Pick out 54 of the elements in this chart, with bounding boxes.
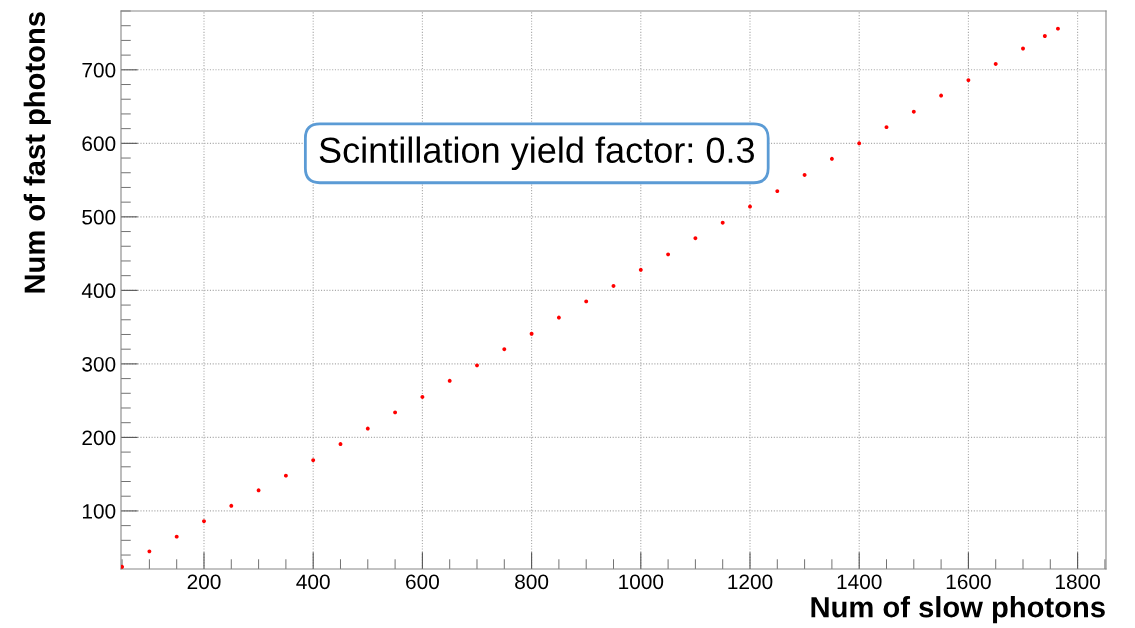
point bbox=[666, 252, 671, 257]
point bbox=[556, 315, 561, 320]
point bbox=[311, 458, 316, 463]
point bbox=[502, 347, 507, 352]
point bbox=[147, 549, 152, 554]
point bbox=[638, 267, 643, 272]
y-tick-label: 400 bbox=[81, 283, 116, 299]
point bbox=[693, 236, 698, 241]
point bbox=[420, 395, 425, 399]
point bbox=[775, 189, 780, 194]
y-axis-title: Num of fast photons bbox=[23, 12, 51, 293]
point bbox=[256, 488, 261, 493]
annotation: Scintillation yield factor: 0.3 bbox=[319, 136, 754, 171]
point bbox=[202, 519, 206, 524]
point bbox=[911, 109, 916, 114]
point bbox=[283, 473, 288, 478]
point bbox=[529, 331, 534, 336]
x-tick-label: 1600 bbox=[946, 574, 991, 590]
point bbox=[720, 220, 725, 225]
point bbox=[475, 363, 479, 368]
x-tick-label: 600 bbox=[406, 574, 439, 590]
point bbox=[884, 125, 889, 130]
x-tick-label: 1400 bbox=[837, 574, 882, 590]
point bbox=[229, 503, 234, 508]
y-tick-label: 600 bbox=[82, 136, 116, 152]
point bbox=[1055, 26, 1060, 31]
x-tick-label: 200 bbox=[187, 574, 221, 590]
point bbox=[829, 156, 834, 161]
x-tick-label: 800 bbox=[515, 574, 549, 590]
point bbox=[611, 283, 616, 288]
x-tick-label: 1000 bbox=[619, 574, 664, 590]
point bbox=[393, 410, 398, 415]
y-tick-label: 700 bbox=[82, 62, 116, 78]
x-tick-label: 1800 bbox=[1056, 574, 1100, 590]
point bbox=[121, 564, 125, 569]
y-tick-label: 100 bbox=[82, 503, 116, 519]
point bbox=[174, 534, 179, 539]
point bbox=[966, 78, 971, 83]
point bbox=[1021, 46, 1025, 51]
point bbox=[993, 61, 998, 66]
x-tick-label: 1200 bbox=[728, 574, 773, 590]
x-tick-label: 400 bbox=[296, 574, 330, 590]
point bbox=[939, 93, 944, 98]
point bbox=[748, 204, 752, 209]
y-tick-label: 300 bbox=[82, 356, 116, 372]
point bbox=[857, 141, 862, 146]
point bbox=[1042, 34, 1047, 38]
point bbox=[802, 172, 807, 177]
point bbox=[447, 378, 452, 383]
point bbox=[584, 299, 589, 304]
x-axis-title: Num of slow photons bbox=[811, 596, 1105, 624]
y-tick-label: 200 bbox=[82, 430, 116, 446]
point bbox=[338, 442, 343, 446]
y-tick-label: 500 bbox=[82, 209, 116, 225]
